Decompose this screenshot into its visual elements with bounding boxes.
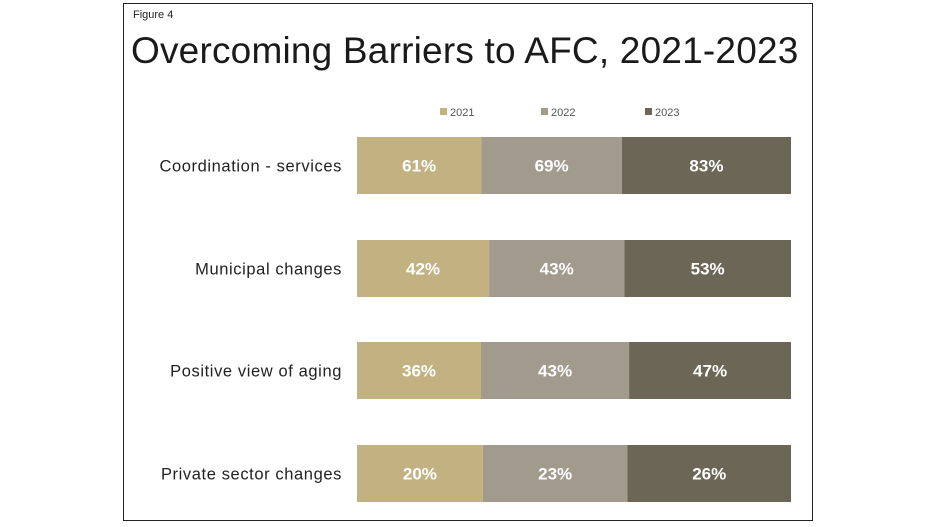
data-label-2023: 26% [692,465,726,484]
chart-title: Overcoming Barriers to AFC, 2021-2023 [131,30,799,71]
bar-segment-2022 [481,137,622,194]
data-label-2023: 83% [689,157,723,176]
legend-swatch-2023 [645,108,652,115]
bar-segment-2021 [357,240,490,297]
legend-label-2021: 2021 [450,107,474,119]
data-label-2021: 36% [402,362,436,381]
bar-segment-2022 [481,342,630,399]
bar-segment-2023 [624,240,791,297]
bar-segment-2023 [627,445,791,502]
data-label-2023: 53% [691,260,725,279]
category-label: Private sector changes [161,466,342,484]
bar-segment-2021 [357,137,482,194]
data-label-2022: 43% [540,260,574,279]
data-label-2022: 69% [535,157,569,176]
bar-segment-2021 [357,342,481,399]
legend-label-2023: 2023 [655,107,679,119]
bar-segment-2023 [629,342,791,399]
legend-swatch-2021 [440,108,447,115]
data-label-2022: 23% [538,465,572,484]
bar-segment-2023 [621,137,791,194]
figure-label: Figure 4 [133,9,174,21]
category-label: Positive view of aging [170,363,342,381]
data-label-2021: 61% [402,157,436,176]
legend-label-2022: 2022 [551,107,575,119]
data-label-2021: 42% [406,260,440,279]
bar-segment-2021 [357,445,483,502]
category-label: Coordination - services [159,158,342,176]
data-label-2021: 20% [403,465,437,484]
legend-swatch-2022 [541,108,548,115]
category-label: Municipal changes [195,261,342,279]
bar-segment-2022 [489,240,625,297]
bar-segment-2022 [482,445,628,502]
data-label-2023: 47% [693,362,727,381]
data-label-2022: 43% [538,362,572,381]
